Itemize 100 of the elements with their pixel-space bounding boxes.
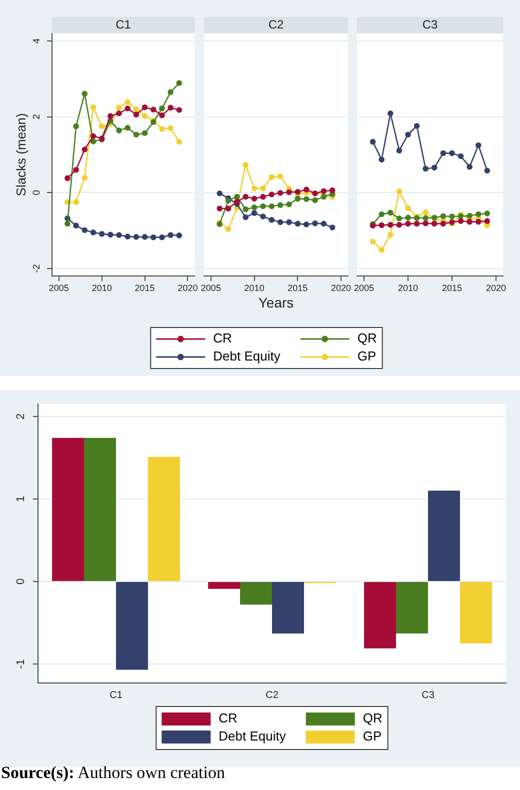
point	[176, 80, 182, 86]
point	[414, 122, 420, 129]
point	[133, 106, 140, 112]
point	[90, 138, 96, 144]
point	[73, 166, 79, 173]
point	[124, 234, 131, 240]
bar	[364, 582, 396, 648]
x-tick-label: C1	[110, 690, 123, 701]
point	[312, 197, 318, 204]
point	[251, 204, 258, 210]
y-tick-label: 2	[31, 114, 42, 120]
x-tick-label: 2020	[331, 282, 352, 293]
point	[64, 220, 70, 227]
point	[286, 219, 292, 226]
bar	[240, 582, 272, 605]
point	[90, 230, 96, 236]
point	[396, 222, 402, 228]
point	[108, 113, 114, 119]
point	[268, 174, 275, 180]
point	[234, 198, 240, 205]
point	[320, 220, 327, 227]
point	[116, 104, 122, 111]
point	[142, 234, 148, 240]
point	[484, 218, 490, 224]
legend-label: QR	[362, 710, 382, 726]
point	[124, 99, 131, 105]
point	[458, 153, 464, 160]
point	[73, 222, 79, 228]
legend-label: GP	[362, 728, 382, 744]
point	[251, 196, 258, 202]
chart-title: C2	[268, 18, 284, 32]
point	[64, 175, 70, 182]
point	[277, 190, 284, 196]
point	[98, 123, 105, 130]
point	[388, 110, 394, 116]
point	[90, 133, 96, 140]
point	[142, 130, 148, 136]
x-tick-label: 2015	[442, 282, 462, 293]
point	[108, 232, 114, 238]
point	[251, 210, 258, 216]
point	[405, 205, 411, 212]
point	[277, 202, 284, 208]
point	[116, 232, 122, 238]
point	[440, 150, 446, 156]
point	[277, 173, 284, 180]
x-tick-label: 2015	[134, 282, 155, 293]
point	[133, 132, 140, 138]
y-tick-label: -1	[15, 659, 28, 669]
point	[268, 203, 275, 210]
point	[98, 231, 105, 237]
point	[405, 220, 411, 227]
y-tick-label: 4	[31, 38, 42, 44]
point	[225, 198, 232, 204]
y-tick-label: 0	[15, 578, 28, 585]
bar	[208, 582, 240, 589]
point	[150, 106, 156, 112]
y-tick-label: 2	[15, 413, 28, 420]
point	[294, 196, 301, 202]
point	[484, 210, 490, 216]
point	[414, 220, 420, 227]
legend-label: GP	[357, 348, 376, 364]
point	[260, 194, 266, 200]
point	[159, 126, 165, 132]
point	[124, 124, 131, 131]
point	[294, 220, 301, 227]
point	[176, 232, 182, 238]
x-tick-label: 2010	[244, 282, 264, 293]
bar	[428, 490, 460, 581]
point	[124, 106, 131, 112]
chart-title: C1	[116, 18, 132, 32]
point	[320, 194, 327, 200]
point	[422, 215, 429, 221]
point	[260, 203, 266, 210]
point	[378, 211, 385, 218]
bar	[116, 582, 148, 670]
point	[422, 209, 429, 216]
y-axis-title: Slacks (mean)	[13, 113, 28, 196]
legend-label: Debt Equity	[218, 728, 286, 744]
point	[286, 189, 292, 196]
point	[422, 220, 429, 226]
point	[142, 113, 148, 119]
point	[73, 199, 79, 205]
point	[225, 206, 232, 212]
point	[176, 138, 182, 145]
point	[176, 107, 182, 113]
point	[388, 232, 394, 238]
point	[378, 222, 385, 228]
point	[168, 89, 174, 96]
point	[168, 104, 174, 111]
point	[432, 164, 438, 170]
point	[303, 196, 310, 202]
y-tick-label: -2	[31, 264, 42, 273]
point	[396, 215, 402, 222]
point	[277, 219, 284, 226]
point	[216, 190, 223, 196]
legend-label: QR	[357, 330, 377, 346]
bar	[272, 582, 304, 634]
point	[242, 194, 249, 200]
x-tick-label: 2010	[92, 282, 112, 293]
point	[303, 186, 310, 192]
